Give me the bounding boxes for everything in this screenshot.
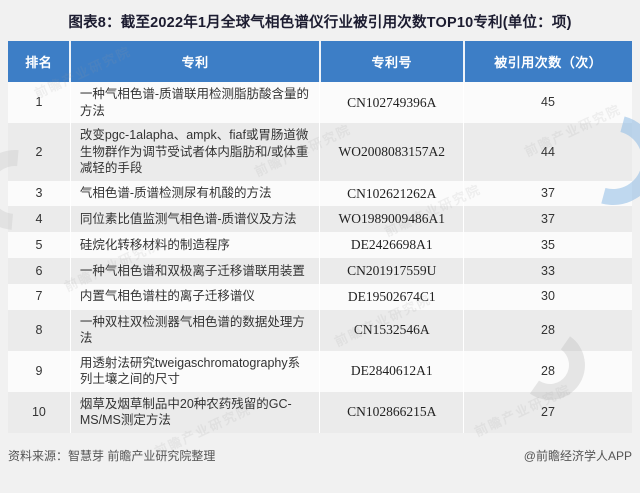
cell-rank: 8 — [8, 309, 71, 351]
col-header-number: 专利号 — [318, 41, 464, 82]
cell-patent: 硅烷化转移材料的制造程序 — [69, 232, 320, 258]
cell-citations: 27 — [463, 391, 632, 433]
table-body: 1 一种气相色谱-质谱联用检测脂肪酸含量的方法 CN102749396A 45 2 改变p… — [8, 82, 632, 433]
cell-patent: 一种气相色谱和双极离子迁移谱联用装置 — [69, 257, 320, 284]
cell-patent-number: CN102866215A — [319, 391, 464, 433]
cell-citations: 44 — [463, 123, 632, 181]
table-row: 7 内置气相色谱柱的离子迁移谱仪 DE19502674C1 30 — [8, 283, 632, 310]
table-row: 1 一种气相色谱-质谱联用检测脂肪酸含量的方法 CN102749396A 45 — [8, 82, 632, 123]
cell-patent: 改变pgc-1alapha、ampk、fiaf或胃肠道微生物群作为调节受试者体内… — [69, 123, 320, 181]
table-row: 4 同位素比值监测气相色谱-质谱仪及方法 WO1989009486A1 37 — [8, 206, 632, 233]
col-header-citations: 被引用次数（次） — [462, 41, 632, 82]
cell-rank: 6 — [8, 257, 71, 284]
table-row: 8 一种双柱双检测器气相色谱的数据处理方法 CN1532546A 28 — [8, 309, 632, 351]
cell-rank: 1 — [8, 82, 71, 123]
cell-citations: 45 — [463, 82, 632, 123]
table-row: 2 改变pgc-1alapha、ampk、fiaf或胃肠道微生物群作为调节受试者体… — [8, 123, 632, 181]
cell-citations: 28 — [463, 350, 632, 392]
table-row: 9 用透射法研究tweigaschromatography系列土壤之间的尺寸 DE2… — [8, 350, 632, 392]
cell-rank: 4 — [8, 206, 71, 233]
table-row: 3 气相色谱-质谱检测尿有机酸的方法 CN102621262A 37 — [8, 180, 632, 207]
cell-rank: 3 — [8, 180, 71, 207]
cell-rank: 5 — [8, 232, 71, 258]
cell-patent-number: CN102749396A — [319, 82, 464, 123]
cell-patent: 烟草及烟草制品中20种农药残留的GC-MS/MS测定方法 — [69, 391, 320, 433]
credit-note: @前瞻经济学人APP — [523, 448, 632, 463]
cell-patent-number: WO2008083157A2 — [319, 123, 464, 181]
cell-rank: 7 — [8, 283, 71, 310]
table-header: 排名 专利 专利号 被引用次数（次） — [8, 41, 632, 82]
cell-patent: 用透射法研究tweigaschromatography系列土壤之间的尺寸 — [69, 350, 320, 392]
cell-patent-number: DE2840612A1 — [319, 350, 464, 392]
col-header-patent: 专利 — [69, 41, 320, 82]
cell-rank: 10 — [8, 391, 71, 433]
cell-citations: 28 — [463, 309, 632, 351]
patents-table: 排名 专利 专利号 被引用次数（次） 1 一种气相色谱-质谱联用检测脂肪酸含量的方… — [8, 41, 632, 433]
cell-citations: 33 — [463, 257, 632, 284]
table-row: 5 硅烷化转移材料的制造程序 DE2426698A1 35 — [8, 232, 632, 258]
cell-patent: 同位素比值监测气相色谱-质谱仪及方法 — [69, 206, 320, 233]
col-header-rank: 排名 — [8, 41, 71, 82]
cell-patent-number: CN1532546A — [319, 309, 464, 351]
cell-citations: 35 — [463, 232, 632, 258]
table-row: 10 烟草及烟草制品中20种农药残留的GC-MS/MS测定方法 CN10286621… — [8, 391, 632, 433]
cell-patent-number: DE2426698A1 — [319, 232, 464, 258]
cell-patent-number: DE19502674C1 — [319, 283, 464, 310]
cell-citations: 37 — [463, 180, 632, 207]
cell-patent: 一种气相色谱-质谱联用检测脂肪酸含量的方法 — [69, 82, 320, 123]
cell-citations: 30 — [463, 283, 632, 310]
header-row: 排名 专利 专利号 被引用次数（次） — [8, 41, 632, 82]
source-note: 资料来源：智慧芽 前瞻产业研究院整理 — [8, 448, 216, 463]
cell-rank: 9 — [8, 350, 71, 392]
cell-patent: 气相色谱-质谱检测尿有机酸的方法 — [69, 180, 320, 207]
cell-patent-number: WO1989009486A1 — [319, 206, 464, 233]
cell-citations: 37 — [463, 206, 632, 233]
cell-patent-number: CN102621262A — [319, 180, 464, 207]
table-row: 6 一种气相色谱和双极离子迁移谱联用装置 CN201917559U 33 — [8, 257, 632, 284]
cell-patent: 内置气相色谱柱的离子迁移谱仪 — [69, 283, 320, 310]
cell-patent: 一种双柱双检测器气相色谱的数据处理方法 — [69, 309, 320, 351]
figure-title: 图表8：截至2022年1月全球气相色谱仪行业被引用次数TOP10专利(单位：项) — [68, 15, 572, 31]
cell-patent-number: CN201917559U — [319, 257, 464, 284]
figure-footer: 资料来源：智慧芽 前瞻产业研究院整理 @前瞻经济学人APP — [8, 447, 632, 464]
cell-rank: 2 — [8, 123, 71, 181]
